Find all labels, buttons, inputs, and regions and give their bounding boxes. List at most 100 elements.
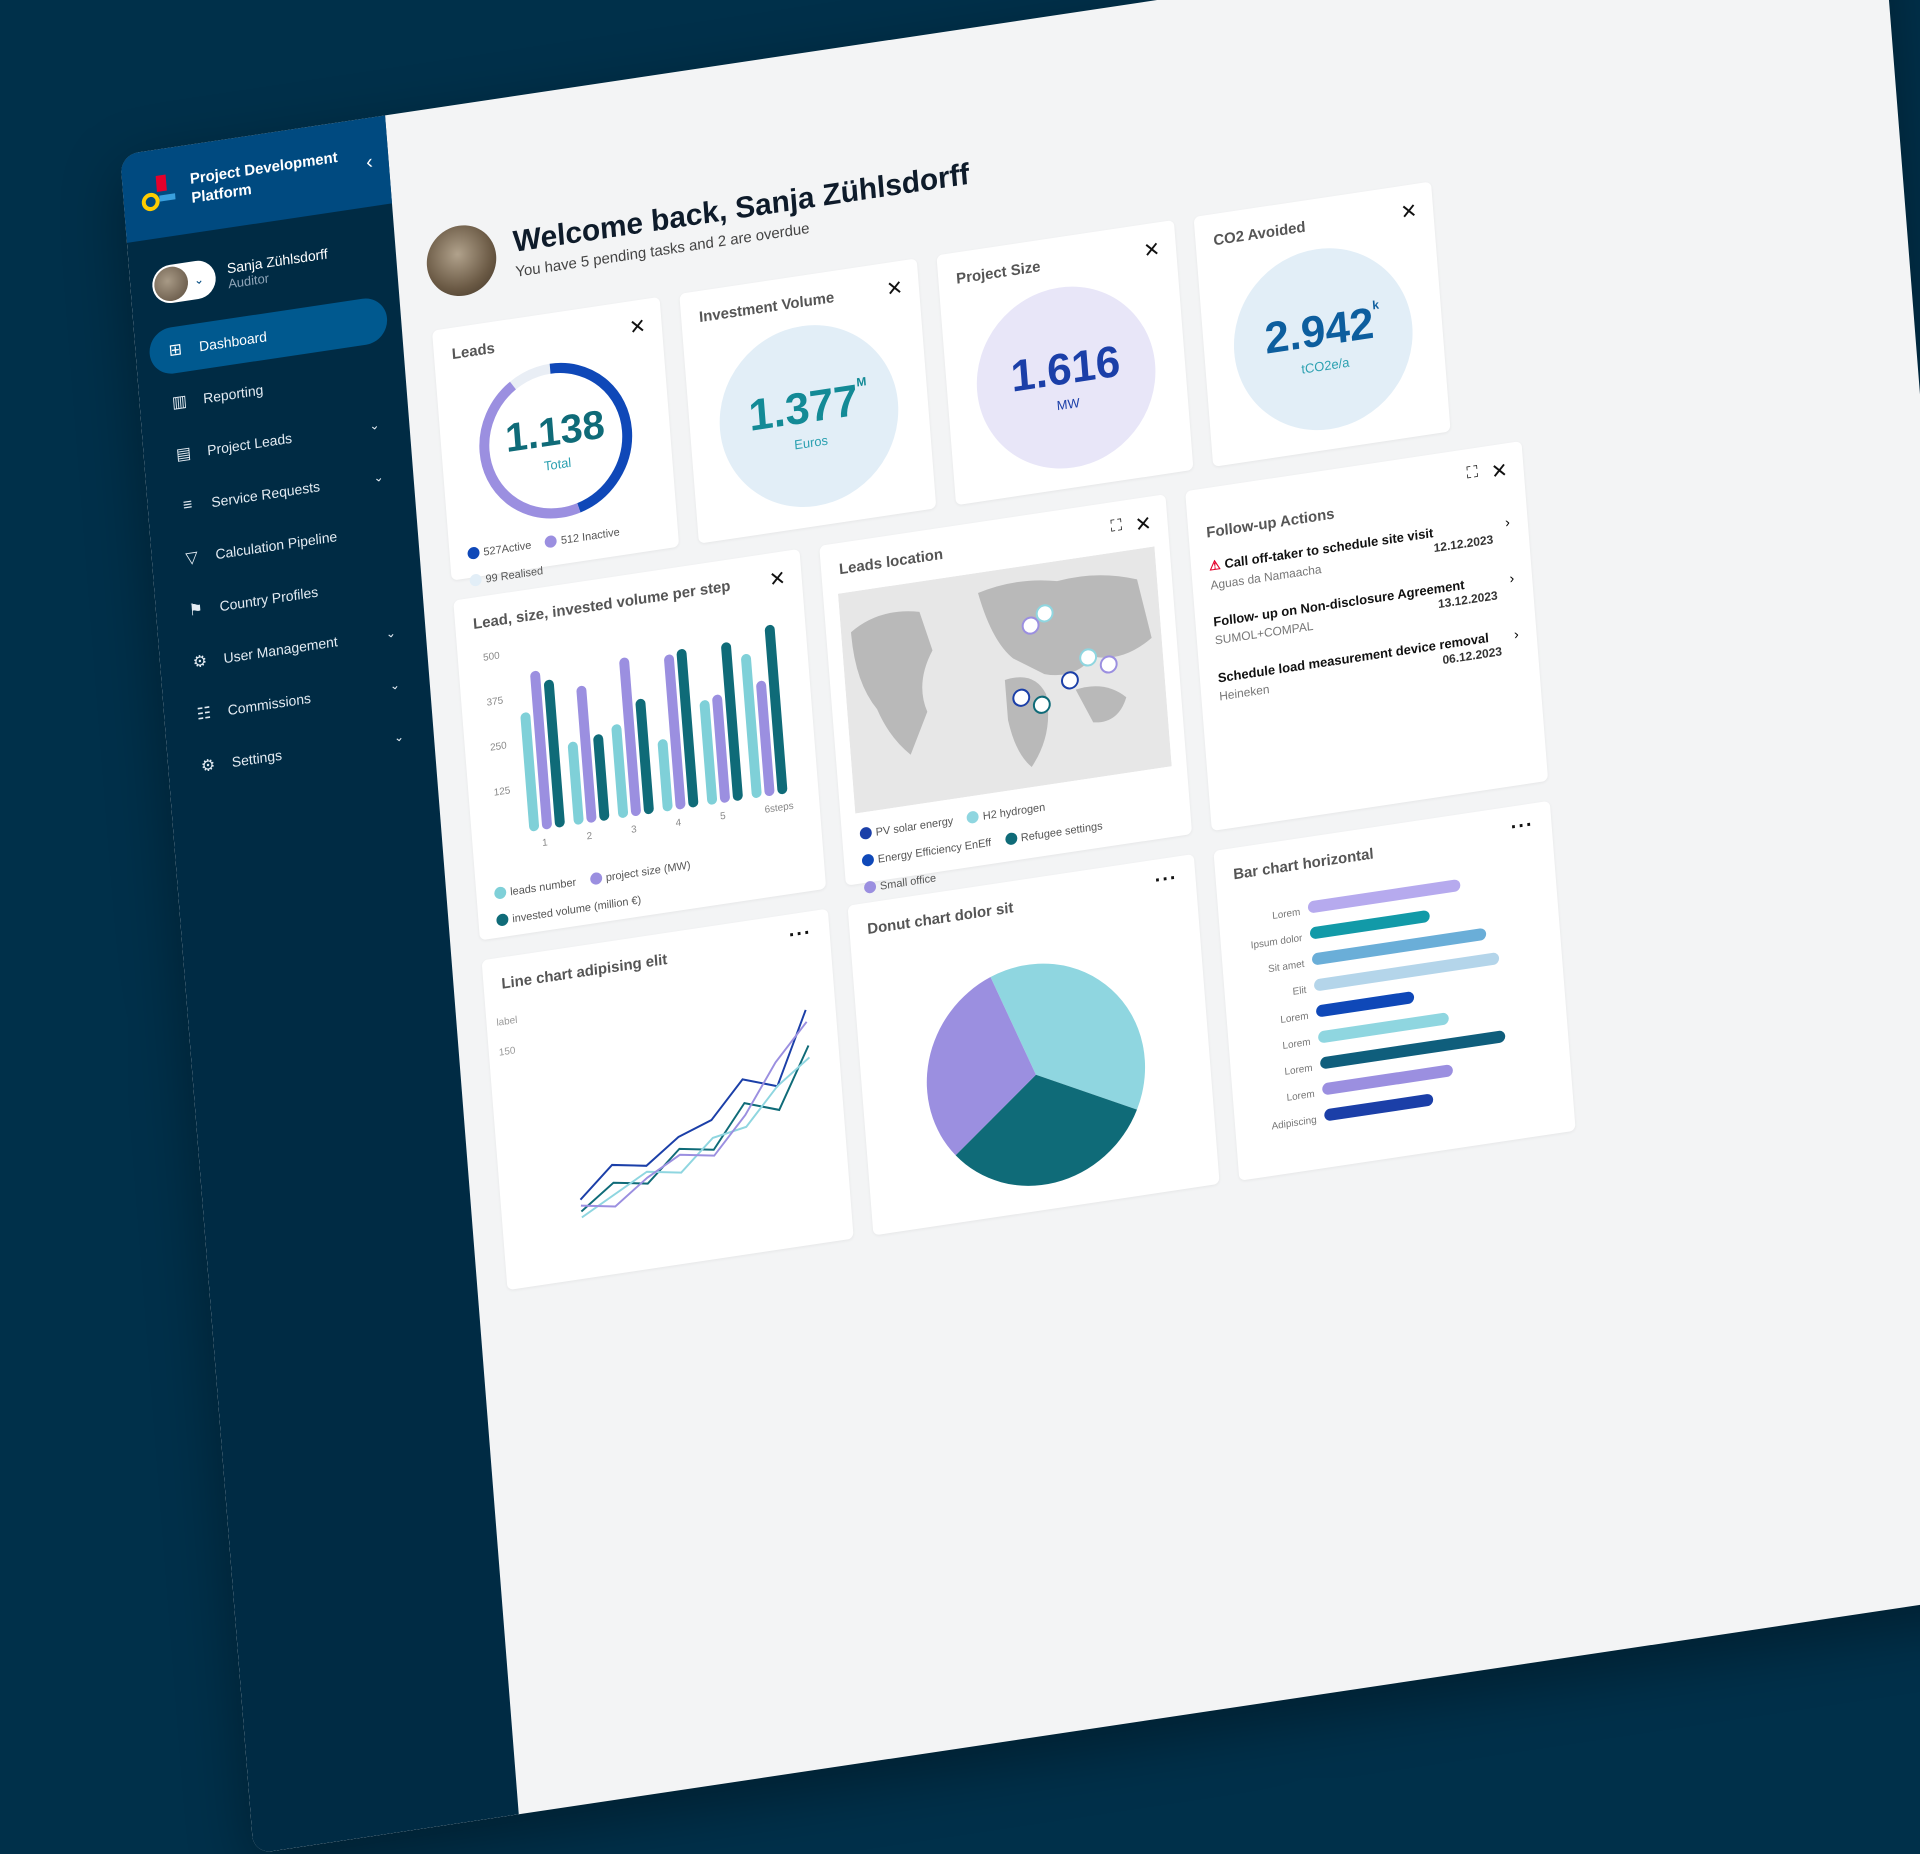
hbar (1322, 1064, 1453, 1095)
map-legend-item: H2 hydrogen (966, 800, 1046, 825)
more-options-icon[interactable]: ··· (1153, 866, 1179, 893)
leads-center: 1.138 Total (465, 343, 647, 538)
co2-value: 2.942 (1262, 298, 1376, 364)
y-tick-label: Lorem (1286, 1089, 1315, 1104)
bar (520, 712, 540, 832)
close-icon[interactable]: ✕ (768, 567, 787, 592)
bar-chart-card: Lead, size, invested volume per step ✕ 1… (453, 548, 827, 941)
leads-unit: Total (543, 454, 572, 474)
hbar (1324, 1094, 1434, 1121)
expand-icon[interactable]: ⛶ (1466, 463, 1479, 483)
expand-icon[interactable]: ⛶ (1110, 517, 1123, 536)
investment-circle: 1.377M Euros (712, 312, 906, 520)
leads-map[interactable] (837, 546, 1172, 814)
close-icon[interactable]: ✕ (1490, 459, 1509, 484)
nav-icon: ⚑ (188, 600, 204, 620)
ring-inactive-segment (479, 362, 633, 519)
legend-item: project size (MW) (589, 858, 691, 886)
pie-slice (990, 963, 1146, 1110)
legend-inactive: 512 Inactive (544, 525, 620, 549)
chevron-down-icon: ⌄ (368, 417, 380, 434)
pie-slice (926, 977, 1036, 1156)
hbar (1309, 910, 1430, 939)
close-icon[interactable]: ✕ (1142, 238, 1161, 263)
main-content: ⚙ Welcome back, Sanja Zühlsdorff You hav… (385, 0, 1920, 1814)
project-size-unit: MW (1056, 394, 1081, 413)
collapse-sidebar-button[interactable]: ‹ (365, 150, 374, 174)
hbar (1318, 1012, 1449, 1043)
bar (741, 653, 762, 798)
bar (664, 654, 686, 810)
legend-item: invested volume (million €) (496, 893, 642, 928)
project-size-card: Project Size ✕ 1.616 MW (936, 219, 1194, 506)
close-icon[interactable]: ✕ (628, 315, 647, 340)
sidebar-item-label: Calculation Pipeline (214, 528, 338, 563)
bar (712, 694, 730, 803)
user-avatar (153, 264, 190, 304)
map-title: Leads location (838, 545, 944, 579)
nav-icon: ▥ (171, 392, 188, 413)
bar (764, 624, 788, 795)
y-tick-label: Lorem (1280, 1011, 1309, 1026)
bar (756, 680, 775, 797)
close-icon[interactable]: ✕ (1399, 199, 1419, 225)
x-tick-label: 1 (542, 837, 549, 849)
bar (657, 739, 673, 812)
line-series (581, 1056, 811, 1219)
hbar (1312, 928, 1487, 965)
y-tick-label: Sit amet (1268, 959, 1305, 975)
more-options-icon[interactable]: ··· (1509, 813, 1535, 839)
investment-unit: Euros (793, 432, 829, 453)
donut-chart-card: Donut chart dolor sit ··· (847, 853, 1220, 1236)
line-chart-card: Line chart adipising elit ··· label 150 (481, 908, 854, 1291)
leads-card: Leads ✕ 1.138 Total 527Active 512 Inacti… (432, 296, 680, 587)
bar (567, 741, 584, 825)
chevron-down-icon: ⌄ (372, 469, 385, 486)
pie-chart (926, 963, 1146, 1186)
chart-title: Line chart adipising elit (500, 950, 668, 993)
chart-title: Bar chart horizontal (1232, 845, 1375, 884)
leads-ring (479, 362, 633, 519)
line-chart: label 150 (496, 1009, 811, 1219)
user-menu-toggle[interactable]: ⌄ (150, 258, 218, 306)
chevron-down-icon: ⌄ (193, 271, 205, 288)
bar (611, 724, 629, 818)
chevron-down-icon: ⌄ (385, 625, 397, 641)
map-legend-item: PV solar energy (859, 814, 954, 841)
x-tick-label: 5 (720, 811, 727, 823)
brand-logo (138, 171, 181, 217)
nav-icon: ☷ (196, 704, 212, 724)
x-tick-label: 3 (631, 824, 638, 836)
card-title: Project Size (955, 258, 1042, 288)
chevron-down-icon: ⌄ (389, 677, 401, 693)
bar (593, 734, 610, 821)
sidebar-item-label: Project Leads (206, 429, 293, 459)
y-tick-label: Adipiscing (1271, 1115, 1317, 1133)
more-options-icon[interactable]: ··· (787, 921, 813, 947)
y-tick-label: 375 (486, 695, 504, 709)
bar (635, 698, 654, 815)
map-legend-item: Refugee settings (1004, 819, 1103, 847)
sidebar-nav: ⊞ Dashboard ▥ Reporting ▤ Project Leads … (134, 289, 436, 804)
hbar (1320, 1030, 1506, 1069)
x-tick-label: 2 (586, 831, 593, 843)
close-icon[interactable]: ✕ (1134, 512, 1153, 538)
brand-title: Project Development Platform (189, 145, 356, 208)
sidebar-item-label: Service Requests (210, 478, 321, 511)
nav-icon: ≡ (182, 496, 193, 515)
chevron-right-icon: › (1513, 625, 1520, 643)
hbar (1307, 879, 1461, 913)
y-tick-label: 125 (493, 785, 511, 799)
y-tick-label: Elit (1292, 985, 1307, 998)
project-size-circle: 1.616 MW (970, 274, 1163, 481)
sidebar-item-label: Dashboard (198, 328, 268, 355)
chevron-right-icon: › (1508, 569, 1515, 587)
app-window: Project Development Platform ‹ ⌄ Sanja Z… (120, 0, 1920, 1854)
x-tick-label: 6 (764, 804, 771, 816)
close-icon[interactable]: ✕ (885, 276, 904, 302)
hbar-chart: Lorem Ipsum dolor Sit amet Elit Lorem Lorem Lo… (1250, 879, 1506, 1133)
leads-value: 1.138 (503, 402, 607, 462)
co2-circle: 2.942k tCO2e/a (1227, 235, 1420, 443)
warning-icon: ⚠ (1208, 556, 1222, 574)
map-card: Leads location ⛶ ✕ PV solar (819, 494, 1193, 895)
